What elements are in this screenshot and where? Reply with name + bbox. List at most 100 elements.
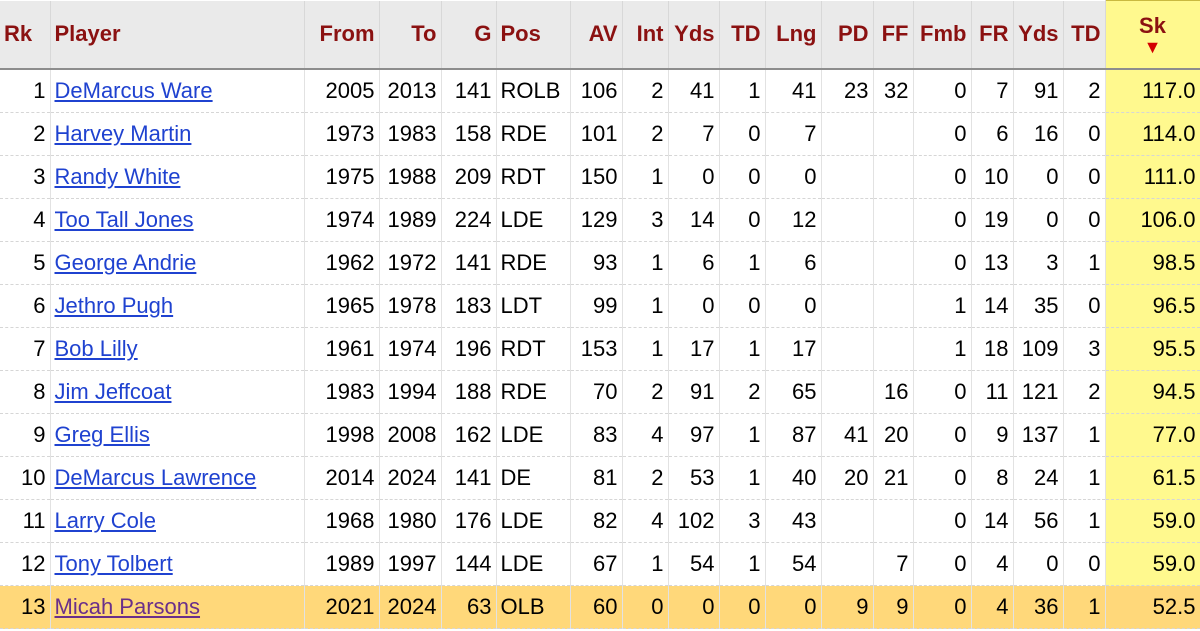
cell-ff (873, 155, 914, 199)
cell-int-td: 0 (719, 155, 766, 199)
col-header-games[interactable]: G (441, 0, 497, 70)
cell-fr: 14 (971, 284, 1014, 328)
player-link[interactable]: Tony Tolbert (54, 551, 173, 576)
cell-from: 1962 (304, 241, 380, 285)
cell-sk: 94.5 (1105, 370, 1200, 414)
player-link[interactable]: Harvey Martin (54, 121, 192, 146)
cell-games: 141 (441, 241, 497, 285)
cell-fr: 19 (971, 198, 1014, 242)
cell-lng: 41 (765, 69, 822, 113)
cell-ff (873, 198, 914, 242)
cell-from: 1983 (304, 370, 380, 414)
col-header-pd[interactable]: PD (821, 0, 874, 70)
col-header-pos[interactable]: Pos (496, 0, 571, 70)
cell-fr: 10 (971, 155, 1014, 199)
cell-int-yds: 97 (668, 413, 720, 457)
player-link[interactable]: Micah Parsons (54, 594, 201, 619)
col-header-sk[interactable]: Sk ▼ (1104, 0, 1200, 70)
player-link[interactable]: DeMarcus Ware (54, 78, 213, 103)
cell-int: 4 (622, 413, 669, 457)
col-header-ff[interactable]: FF (873, 0, 914, 70)
cell-int-yds: 0 (668, 155, 720, 199)
cell-int: 2 (622, 456, 669, 500)
col-header-av[interactable]: AV (570, 0, 623, 70)
cell-lng: 17 (765, 327, 822, 371)
player-link[interactable]: Larry Cole (54, 508, 156, 533)
cell-fr-yds: 36 (1013, 585, 1064, 629)
col-header-player[interactable]: Player (50, 0, 305, 70)
cell-fr-yds: 137 (1013, 413, 1064, 457)
table-row: 6 Jethro Pugh 1965 1978 183 LDT 99 1 0 0 0 1 14 35 0 96… (0, 284, 1200, 328)
col-header-int[interactable]: Int (622, 0, 669, 70)
col-header-from[interactable]: From (304, 0, 380, 70)
cell-int-yds: 14 (668, 198, 720, 242)
cell-player: Micah Parsons (50, 585, 305, 629)
cell-lng: 87 (765, 413, 822, 457)
cell-int-yds: 53 (668, 456, 720, 500)
cell-int: 1 (622, 542, 669, 586)
cell-fr-yds: 121 (1013, 370, 1064, 414)
cell-int-td: 0 (719, 112, 766, 156)
cell-av: 150 (570, 155, 623, 199)
cell-sk: 77.0 (1105, 413, 1200, 457)
cell-lng: 54 (765, 542, 822, 586)
cell-fmb: 1 (913, 284, 972, 328)
cell-from: 1965 (304, 284, 380, 328)
table-row: 5 George Andrie 1962 1972 141 RDE 93 1 6 1 6 0 13 3 1 9… (0, 241, 1200, 285)
player-link[interactable]: Jim Jeffcoat (54, 379, 172, 404)
player-link[interactable]: Bob Lilly (54, 336, 138, 361)
cell-player: DeMarcus Lawrence (50, 456, 305, 500)
col-header-fr-td[interactable]: TD (1063, 0, 1106, 70)
cell-int-yds: 0 (668, 284, 720, 328)
cell-int-yds: 17 (668, 327, 720, 371)
col-header-lng[interactable]: Lng (765, 0, 822, 70)
col-header-fmb[interactable]: Fmb (913, 0, 972, 70)
col-header-to[interactable]: To (379, 0, 442, 70)
cell-sk: 59.0 (1105, 499, 1200, 543)
cell-games: 144 (441, 542, 497, 586)
player-link[interactable]: Too Tall Jones (54, 207, 194, 232)
cell-fr-td: 1 (1063, 456, 1106, 500)
cell-to: 2024 (379, 456, 442, 500)
cell-int-td: 1 (719, 542, 766, 586)
cell-rk: 12 (0, 542, 51, 586)
col-header-fr-yds[interactable]: Yds (1013, 0, 1064, 70)
cell-fr-yds: 3 (1013, 241, 1064, 285)
cell-int-td: 1 (719, 327, 766, 371)
col-header-rk[interactable]: Rk (0, 0, 51, 70)
cell-pd (821, 241, 874, 285)
cell-fmb: 1 (913, 327, 972, 371)
cell-rk: 4 (0, 198, 51, 242)
cell-player: Harvey Martin (50, 112, 305, 156)
cell-int-td: 0 (719, 284, 766, 328)
col-header-fr[interactable]: FR (971, 0, 1014, 70)
player-link[interactable]: Randy White (54, 164, 181, 189)
table-row: 8 Jim Jeffcoat 1983 1994 188 RDE 70 2 91 2 65 16 0 11… (0, 370, 1200, 414)
cell-int-td: 1 (719, 241, 766, 285)
cell-ff: 20 (873, 413, 914, 457)
cell-player: Larry Cole (50, 499, 305, 543)
cell-sk: 61.5 (1105, 456, 1200, 500)
player-link[interactable]: Greg Ellis (54, 422, 150, 447)
cell-ff (873, 327, 914, 371)
cell-ff: 9 (873, 585, 914, 629)
player-link[interactable]: Jethro Pugh (54, 293, 174, 318)
cell-int-yds: 41 (668, 69, 720, 113)
cell-pos: OLB (496, 585, 571, 629)
cell-player: George Andrie (50, 241, 305, 285)
cell-fr-yds: 56 (1013, 499, 1064, 543)
player-link[interactable]: George Andrie (54, 250, 197, 275)
col-header-sk-label: Sk (1139, 12, 1166, 38)
cell-fr-yds: 91 (1013, 69, 1064, 113)
col-header-int-yds[interactable]: Yds (668, 0, 720, 70)
cell-ff (873, 112, 914, 156)
player-link[interactable]: DeMarcus Lawrence (54, 465, 257, 490)
cell-to: 1989 (379, 198, 442, 242)
table-row: 12 Tony Tolbert 1989 1997 144 LDE 67 1 54 1 54 7 0 4 0… (0, 542, 1200, 586)
cell-fr-td: 2 (1063, 370, 1106, 414)
cell-ff (873, 241, 914, 285)
col-header-int-td[interactable]: TD (719, 0, 766, 70)
cell-av: 60 (570, 585, 623, 629)
cell-av: 83 (570, 413, 623, 457)
